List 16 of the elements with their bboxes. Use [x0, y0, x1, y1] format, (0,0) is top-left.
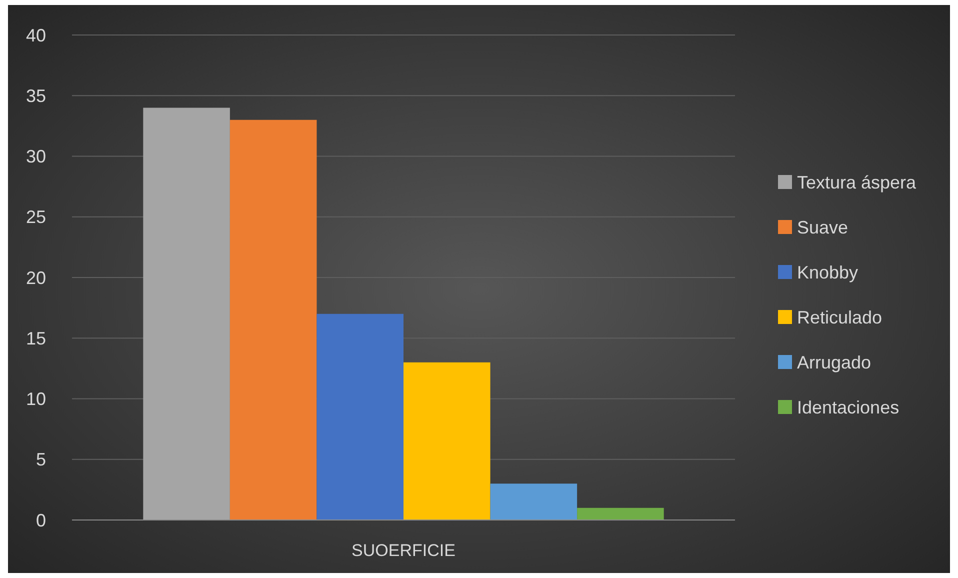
- legend-label: Arrugado: [797, 352, 872, 372]
- legend-label: Identaciones: [797, 397, 900, 418]
- y-tick-label: 25: [26, 207, 46, 228]
- y-tick-label: 10: [26, 389, 46, 410]
- y-tick-label: 0: [36, 510, 46, 530]
- y-tick-label: 30: [26, 146, 46, 167]
- x-tick-label: SUOERFICIE: [352, 541, 456, 560]
- y-tick-label: 35: [26, 86, 46, 106]
- legend-label: Reticulado: [797, 307, 882, 328]
- y-tick-label: 20: [26, 268, 46, 288]
- legend-label: Knobby: [797, 262, 858, 282]
- legend-label: Textura áspera: [797, 172, 918, 192]
- y-tick-label: 5: [36, 450, 46, 470]
- legend-label: Suave: [797, 217, 848, 238]
- y-tick-label: 15: [26, 328, 46, 348]
- y-tick-label: 40: [26, 25, 46, 46]
